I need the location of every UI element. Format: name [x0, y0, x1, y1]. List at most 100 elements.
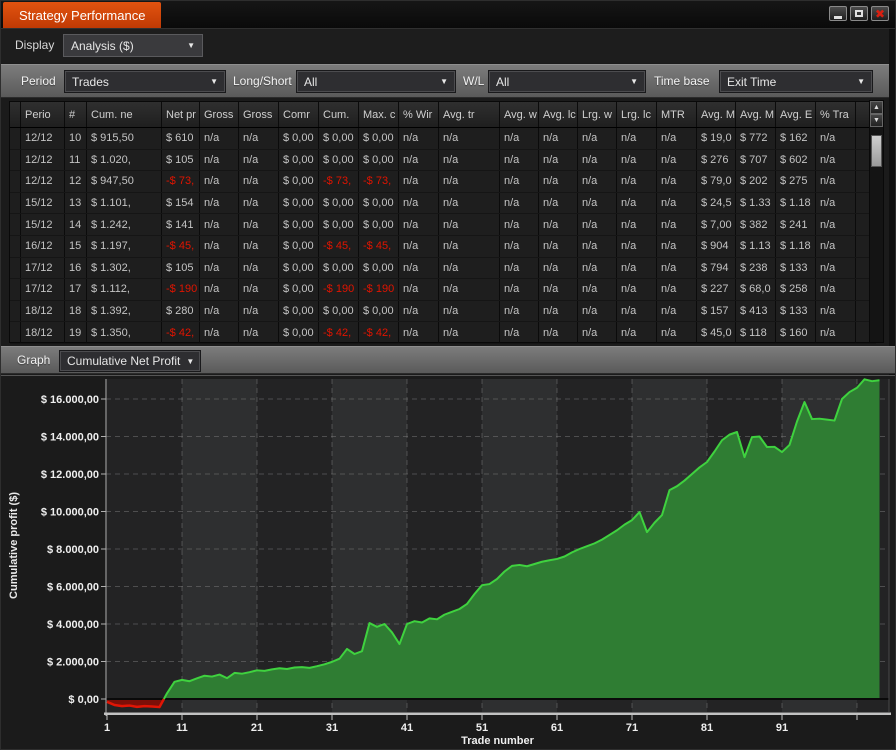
row-gutter — [10, 279, 21, 300]
graph-label: Graph — [17, 353, 50, 367]
table-cell: n/a — [578, 171, 617, 192]
table-row[interactable]: 12/1210$ 915,50$ 610n/an/a$ 0,00$ 0,00$ … — [10, 128, 876, 150]
table-row[interactable]: 15/1213$ 1.101,$ 154n/an/a$ 0,00$ 0,00$ … — [10, 193, 876, 215]
column-header[interactable]: Avg. M — [736, 102, 776, 127]
scroll-down-button[interactable]: ▼ — [870, 114, 883, 127]
column-header[interactable]: MTR — [657, 102, 697, 127]
y-tick-label: $ 0,00 — [68, 694, 99, 706]
table-cell: n/a — [439, 258, 500, 279]
chevron-down-icon: ▼ — [851, 77, 865, 86]
maximize-icon — [855, 10, 863, 17]
column-header[interactable]: Avg. M — [697, 102, 736, 127]
column-header[interactable]: Avg. tr — [439, 102, 500, 127]
scroll-up-button[interactable]: ▲ — [870, 101, 883, 114]
column-header[interactable]: Cum. ne — [87, 102, 162, 127]
table-cell: n/a — [578, 214, 617, 235]
table-cell: n/a — [399, 258, 439, 279]
table-cell: $ 0,00 — [359, 214, 399, 235]
table-scrollbar[interactable]: ▲ ▼ — [869, 100, 884, 343]
table-cell: n/a — [239, 301, 279, 322]
table-cell: n/a — [816, 214, 856, 235]
table-cell: -$ 45, — [162, 236, 200, 257]
table-row[interactable]: 12/1211$ 1.020,$ 105n/an/a$ 0,00$ 0,00$ … — [10, 150, 876, 172]
table-cell: n/a — [439, 322, 500, 343]
table-row[interactable]: 18/1219$ 1.350,-$ 42,n/an/a$ 0,00-$ 42,-… — [10, 322, 876, 344]
display-select[interactable]: Analysis ($) ▼ — [63, 34, 203, 57]
column-header[interactable]: Avg. w — [500, 102, 539, 127]
table-cell: n/a — [439, 301, 500, 322]
graph-select[interactable]: Cumulative Net Profit ▼ — [59, 350, 201, 372]
period-select[interactable]: Trades ▼ — [64, 70, 226, 93]
table-cell: $ 0,00 — [319, 301, 359, 322]
table-cell: n/a — [239, 214, 279, 235]
table-row[interactable]: 15/1214$ 1.242,$ 141n/an/a$ 0,00$ 0,00$ … — [10, 214, 876, 236]
column-header[interactable]: Comr — [279, 102, 319, 127]
table-cell: n/a — [578, 236, 617, 257]
minimize-button[interactable] — [829, 6, 847, 21]
table-cell: n/a — [578, 128, 617, 149]
table-row[interactable]: 17/1217$ 1.112,-$ 190n/an/a$ 0,00-$ 190-… — [10, 279, 876, 301]
column-header[interactable]: Avg. lc — [539, 102, 578, 127]
column-header[interactable]: Perio — [21, 102, 65, 127]
table-cell: $ 0,00 — [319, 150, 359, 171]
y-tick-label: $ 8.000,00 — [47, 544, 99, 556]
period-select-value: Trades — [72, 75, 109, 89]
table-cell: n/a — [657, 322, 697, 343]
table-cell: n/a — [239, 236, 279, 257]
y-tick-label: $ 2.000,00 — [47, 657, 99, 669]
table-cell: $ 0,00 — [319, 214, 359, 235]
column-header[interactable]: Cum. — [319, 102, 359, 127]
table-cell: n/a — [399, 128, 439, 149]
chevron-down-icon: ▼ — [204, 77, 218, 86]
column-header[interactable]: % Tra — [816, 102, 856, 127]
table-cell: n/a — [200, 279, 239, 300]
table-cell: $ 1.18 — [776, 193, 816, 214]
column-header[interactable]: Avg. E — [776, 102, 816, 127]
table-cell: n/a — [500, 301, 539, 322]
table-cell: $ 0,00 — [279, 236, 319, 257]
table-cell: $ 68,0 — [736, 279, 776, 300]
table-cell: $ 7,00 — [697, 214, 736, 235]
timebase-select[interactable]: Exit Time ▼ — [719, 70, 873, 93]
maximize-button[interactable] — [850, 6, 868, 21]
x-axis-title: Trade number — [461, 735, 534, 747]
window-title-tab[interactable]: Strategy Performance — [3, 2, 161, 28]
table-cell: n/a — [500, 193, 539, 214]
table-row[interactable]: 12/1212$ 947,50-$ 73,n/an/a$ 0,00-$ 73,-… — [10, 171, 876, 193]
table-cell: $ 280 — [162, 301, 200, 322]
scrollbar-thumb[interactable] — [871, 135, 882, 167]
x-axis — [104, 713, 891, 716]
x-tick-label: 31 — [326, 722, 338, 734]
table-cell: $ 118 — [736, 322, 776, 343]
table-cell: n/a — [617, 279, 657, 300]
x-tick-label: 61 — [551, 722, 563, 734]
column-header[interactable]: Gross — [200, 102, 239, 127]
y-axis-title: Cumulative profit ($) — [8, 492, 20, 599]
column-header[interactable]: Net pr — [162, 102, 200, 127]
column-header[interactable]: Max. c — [359, 102, 399, 127]
table-cell: $ 1.020, — [87, 150, 162, 171]
table-row[interactable]: 17/1216$ 1.302,$ 105n/an/a$ 0,00$ 0,00$ … — [10, 258, 876, 280]
close-button[interactable]: ✖ — [871, 6, 889, 21]
column-header[interactable]: Lrg. w — [578, 102, 617, 127]
table-row[interactable]: 16/1215$ 1.197,-$ 45,n/an/a$ 0,00-$ 45,-… — [10, 236, 876, 258]
table-cell: -$ 190 — [359, 279, 399, 300]
table-cell: n/a — [816, 171, 856, 192]
column-header[interactable]: % Wir — [399, 102, 439, 127]
wl-select[interactable]: All ▼ — [488, 70, 646, 93]
column-header[interactable]: Gross — [239, 102, 279, 127]
column-header[interactable]: # — [65, 102, 87, 127]
plot-band — [107, 379, 182, 712]
table-cell: $ 0,00 — [279, 301, 319, 322]
table-cell: n/a — [399, 322, 439, 343]
column-header[interactable]: Lrg. lc — [617, 102, 657, 127]
table-cell: $ 202 — [736, 171, 776, 192]
table-cell: n/a — [439, 236, 500, 257]
filter-bar: Period Trades ▼ Long/Short All ▼ W/L All… — [1, 64, 896, 98]
table-cell: n/a — [399, 214, 439, 235]
table-cell: $ 24,5 — [697, 193, 736, 214]
plot-band — [182, 379, 257, 712]
longshort-select[interactable]: All ▼ — [296, 70, 456, 93]
table-cell: n/a — [617, 322, 657, 343]
table-row[interactable]: 18/1218$ 1.392,$ 280n/an/a$ 0,00$ 0,00$ … — [10, 301, 876, 323]
